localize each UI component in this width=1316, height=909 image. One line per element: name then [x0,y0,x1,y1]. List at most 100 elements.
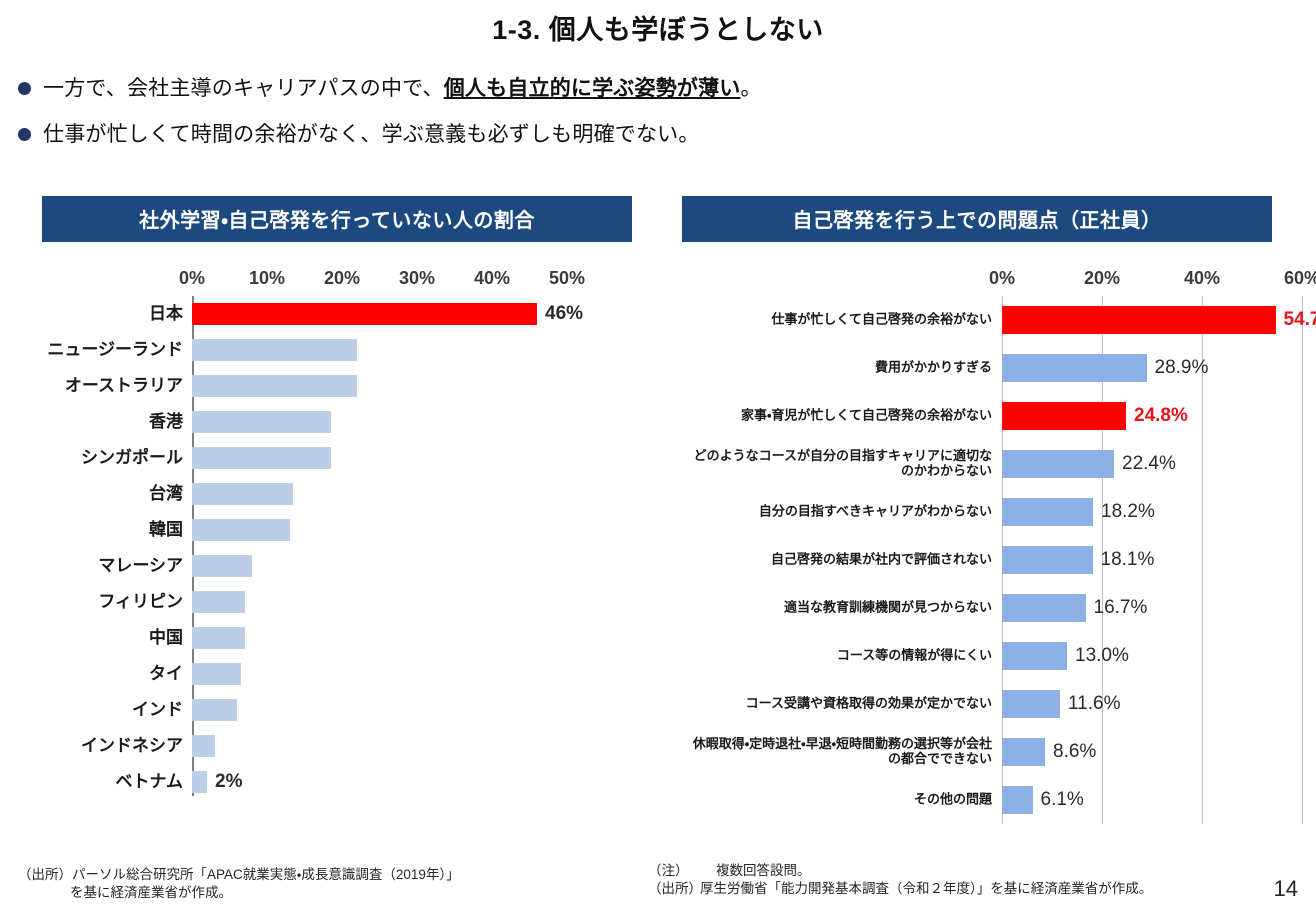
footnote-source-tag: （出所） [648,881,702,896]
chart-bar[interactable] [1002,498,1093,526]
right-chart: 0% 20% 40% 60% 仕事が忙しくて自己啓発の余裕がない 54.7% 費用がかかり… [682,268,1316,824]
chart-gridline [1302,296,1303,824]
right-chart-header: 自己啓発を行う上での問題点（正社員） [682,196,1272,242]
chart-bar-row[interactable]: 中国 [149,620,567,656]
footnote-body: パーソル総合研究所「APAC就業実態・成長意識調査（2019年）」 [72,867,460,882]
chart-bar-row[interactable]: どのようなコースが自分の目指すキャリアに適切なのかわからない 22.4% [694,440,1302,488]
x-axis-tick-label: 0% [988,268,1016,288]
chart-bar[interactable] [192,411,331,433]
left-chart-panel: 社外学習・自己啓発を行っていない人の割合 0% 10% 20% 30% 40% 50% 日… [42,196,632,796]
bullet-text: 仕事が忙しくて時間の余裕がなく、学ぶ意義も必ずしも明確でない。 [43,120,700,150]
right-source-footnote: （注） 複数回答設問。 （出所） 厚生労働省「能力開発基本調査（令和２年度）」を… [648,862,1248,898]
chart-bar-row[interactable]: インド [132,692,567,728]
chart-bar[interactable] [192,303,537,325]
chart-bar-row[interactable]: その他の問題 6.1% [914,776,1302,824]
chart-bar[interactable] [192,699,237,721]
chart-bar[interactable] [1002,594,1086,622]
chart-bar-row[interactable]: 台湾 [149,476,567,512]
footnote-note-tag: （注） [648,863,689,878]
chart-bar-row[interactable]: 韓国 [149,512,567,548]
chart-category-label: 自分の目指すべきキャリアがわからない [758,503,992,519]
chart-category-label: タイ [149,664,183,684]
chart-bar-row[interactable]: 香港 [149,404,567,440]
chart-bar-row[interactable]: オーストラリア [65,368,567,404]
chart-bar-row[interactable]: 費用がかかりすぎる 28.9% [875,344,1302,392]
x-axis-tick-label: 30% [398,268,436,288]
chart-category-label: 費用がかかりすぎる [874,359,992,375]
chart-category-label: 香港 [149,412,183,432]
chart-bar[interactable] [1002,546,1093,574]
chart-bar-row[interactable]: タイ [149,656,567,692]
chart-bar[interactable] [1002,642,1067,670]
chart-bar[interactable] [1002,402,1126,430]
chart-bar-row[interactable]: 仕事が忙しくて自己啓発の余裕がない 54.7% [771,296,1316,344]
chart-bar-row[interactable]: インドネシア [81,728,567,764]
chart-bar[interactable] [1002,690,1060,718]
chart-bar[interactable] [192,771,207,793]
footnote-body: を基に経済産業省が作成。 [70,885,232,900]
chart-bar[interactable] [192,591,245,613]
chart-bar[interactable] [192,375,357,397]
chart-category-label: コース受講や資格取得の効果が定かでない [745,695,992,711]
x-axis-tick-label: 50% [548,268,586,288]
chart-bar-row[interactable]: 適当な教育訓練機関が見つからない 16.7% [784,584,1302,632]
chart-category-label: インド [132,700,183,720]
chart-value-label: 18.1% [1100,549,1155,570]
x-axis-tick-label: 40% [473,268,511,288]
chart-category-label: マレーシア [98,556,183,576]
chart-value-label: 46% [545,303,584,324]
chart-category-label: 韓国 [149,520,183,540]
chart-bar[interactable] [192,735,215,757]
chart-bar-row[interactable]: 自己啓発の結果が社内で評価されない 18.1% [771,536,1302,584]
x-axis-tick-label: 20% [323,268,361,288]
bullet-list: 一方で、会社主導のキャリアパスの中で、個人も自立的に学ぶ姿勢が薄い。 仕事が忙し… [18,74,1298,166]
chart-gridline [1102,296,1103,824]
chart-bar-row[interactable]: ベトナム 2% [116,764,567,800]
chart-category-label: 中国 [149,628,183,648]
chart-bar-row[interactable]: 日本 46% [149,296,583,332]
x-axis-tick-label: 60% [1283,268,1316,288]
chart-category-label: オーストラリア [64,376,183,396]
chart-bar-row[interactable]: マレーシア [98,548,567,584]
chart-category-label: その他の問題 [913,791,992,807]
chart-value-label: 22.4% [1122,453,1176,474]
chart-bar-row[interactable]: ニュージーランド [47,332,567,368]
left-chart-header: 社外学習・自己啓発を行っていない人の割合 [42,196,632,242]
chart-bar[interactable] [1002,450,1114,478]
x-axis-tick-label: 10% [248,268,286,288]
chart-bar[interactable] [1002,306,1276,334]
chart-bar[interactable] [192,483,294,505]
chart-bar[interactable] [192,555,252,577]
chart-bar-row[interactable]: 自分の目指すべきキャリアがわからない 18.2% [759,488,1302,536]
chart-category-label: 家事・育児が忙しくて自己啓発の余裕がない [740,407,992,423]
chart-bar[interactable] [192,339,357,361]
chart-bar-row[interactable]: 休暇取得・定時退社・早退・短時間勤務の選択等が会社の都合でできない 8.6% [693,728,1302,776]
chart-axis-line [192,296,194,796]
chart-bar-row[interactable]: シンガポール [81,440,567,476]
chart-bar-row[interactable]: コース等の情報が得にくい 13.0% [837,632,1302,680]
chart-bar[interactable] [192,447,331,469]
chart-bar-row[interactable]: コース受講や資格取得の効果が定かでない 11.6% [746,680,1302,728]
chart-value-label: 2% [215,771,243,792]
bullet-text-pre: 仕事が忙しくて時間の余裕がなく、学ぶ意義も必ずしも明確でない。 [43,123,700,146]
chart-bar[interactable] [192,627,245,649]
chart-category-label: シンガポール [81,448,183,468]
chart-bar-row[interactable]: 家事・育児が忙しくて自己啓発の余裕がない 24.8% [741,392,1302,440]
chart-bar-row[interactable]: フィリピン [98,584,567,620]
chart-bar[interactable] [192,519,290,541]
footnote-line: （出所） パーソル総合研究所「APAC就業実態・成長意識調査（2019年）」 [18,866,618,884]
right-chart-plot-area: 仕事が忙しくて自己啓発の余裕がない 54.7% 費用がかかりすぎる 28.9% 家事・育… [693,296,1316,824]
chart-category-label: 適当な教育訓練機関が見つからない [783,599,992,615]
chart-bar[interactable] [1002,738,1045,766]
bullet-text-emphasis: 個人も自立的に学ぶ姿勢が薄い [443,77,741,100]
chart-category-label: 自己啓発の結果が社内で評価されない [770,551,992,567]
left-chart-x-axis: 0% 10% 20% 30% 40% 50% [179,268,585,296]
chart-gridline [1202,296,1203,824]
chart-bar[interactable] [192,663,241,685]
chart-bar[interactable] [1002,786,1033,814]
chart-category-label: ベトナム [115,772,184,792]
chart-bar[interactable] [1002,354,1147,382]
footnote-tag: （出所） [18,867,72,882]
bullet-text-post: 。 [740,77,762,100]
bullet-dot-icon [18,128,31,141]
